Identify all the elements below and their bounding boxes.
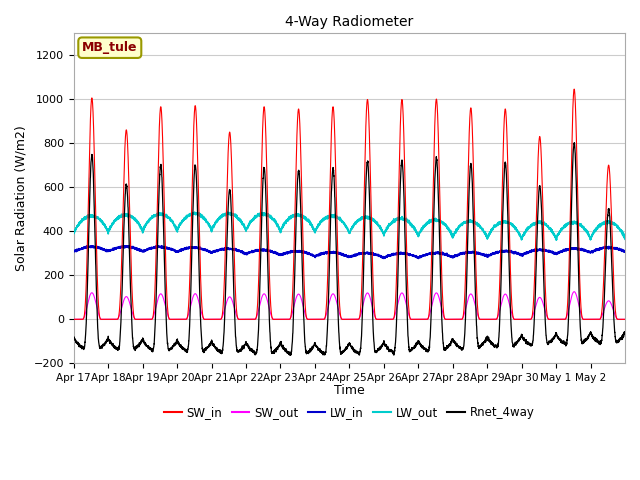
LW_out <box>621 236 629 242</box>
SW_in <box>528 316 536 322</box>
Rnet_4way <box>542 330 550 336</box>
LW_in <box>370 252 378 258</box>
Line: LW_out: LW_out <box>74 212 625 240</box>
LW_out <box>184 214 192 219</box>
LW_out <box>542 221 550 227</box>
Title: 4-Way Radiometer: 4-Way Radiometer <box>285 15 413 29</box>
SW_out <box>370 310 378 315</box>
Rnet_4way <box>399 178 407 183</box>
SW_out <box>500 292 508 298</box>
LW_out <box>552 237 560 243</box>
Rnet_4way <box>571 140 579 146</box>
Rnet_4way <box>184 345 192 351</box>
SW_out <box>70 316 77 322</box>
Rnet_4way <box>621 329 629 335</box>
LW_out <box>370 218 378 224</box>
SW_in <box>184 310 192 315</box>
SW_in <box>500 112 508 118</box>
Legend: SW_in, SW_out, LW_in, LW_out, Rnet_4way: SW_in, SW_out, LW_in, LW_out, Rnet_4way <box>159 401 540 423</box>
SW_out <box>528 315 536 321</box>
LW_in <box>87 243 95 249</box>
SW_out <box>184 313 192 319</box>
Line: LW_in: LW_in <box>74 246 625 258</box>
Line: SW_out: SW_out <box>74 292 625 319</box>
LW_in <box>70 248 77 253</box>
LW_in <box>399 251 407 256</box>
LW_out <box>70 230 77 236</box>
Rnet_4way <box>286 352 294 358</box>
SW_out <box>542 310 550 316</box>
LW_out <box>224 209 232 215</box>
LW_in <box>415 255 422 261</box>
Rnet_4way <box>370 338 378 344</box>
LW_out <box>528 222 536 228</box>
SW_in <box>570 86 578 92</box>
SW_out <box>399 291 407 297</box>
LW_in <box>501 249 509 254</box>
LW_in <box>542 248 550 253</box>
SW_in <box>70 316 77 322</box>
SW_out <box>570 289 578 295</box>
Line: SW_in: SW_in <box>74 89 625 319</box>
LW_out <box>500 218 508 224</box>
SW_in <box>542 296 550 301</box>
Rnet_4way <box>500 165 508 171</box>
Y-axis label: Solar Radiation (W/m2): Solar Radiation (W/m2) <box>15 125 28 271</box>
Text: MB_tule: MB_tule <box>82 41 138 54</box>
Rnet_4way <box>70 334 77 339</box>
LW_in <box>621 249 629 254</box>
SW_out <box>621 316 629 322</box>
LW_in <box>184 245 192 251</box>
X-axis label: Time: Time <box>334 384 365 397</box>
SW_in <box>370 296 378 302</box>
LW_in <box>528 248 536 253</box>
SW_in <box>621 316 629 322</box>
Line: Rnet_4way: Rnet_4way <box>74 143 625 355</box>
SW_in <box>399 116 407 121</box>
LW_out <box>399 217 407 223</box>
Rnet_4way <box>528 342 536 348</box>
